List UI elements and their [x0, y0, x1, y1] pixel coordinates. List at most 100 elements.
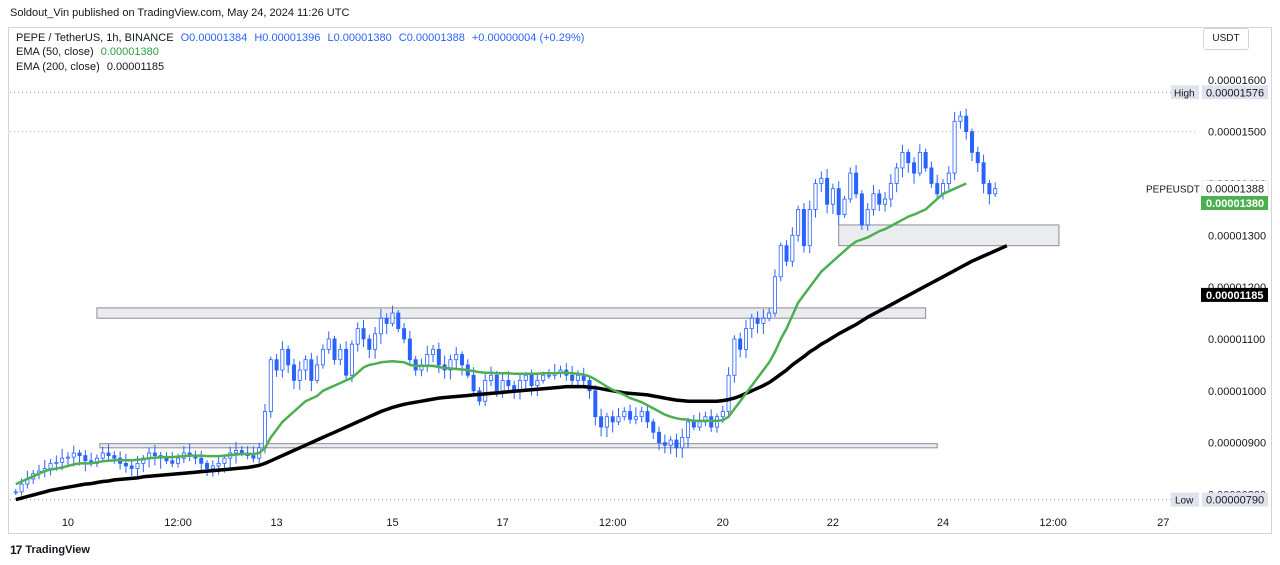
- candle-body: [964, 115, 969, 133]
- candle-body: [326, 338, 331, 350]
- candle-body: [315, 364, 320, 381]
- candle-body: [738, 338, 743, 350]
- candle-body: [946, 172, 951, 184]
- candle-body: [396, 312, 401, 330]
- candle-body: [906, 151, 911, 164]
- candle-body: [320, 348, 325, 366]
- candle-body: [859, 193, 864, 226]
- ema200-legend[interactable]: EMA (200, close) 0.00001185: [16, 60, 164, 74]
- x-tick-label: 17: [496, 517, 508, 529]
- low-price-badge: [1202, 492, 1268, 507]
- y-tick-label: 0.00001000: [1208, 386, 1266, 398]
- candle-body: [152, 452, 157, 456]
- candle-body: [361, 328, 366, 340]
- candle-body: [726, 374, 731, 412]
- candle-body: [639, 411, 644, 418]
- candle-body: [813, 183, 818, 210]
- low-value: L0.00001380: [327, 32, 392, 44]
- candle-body: [483, 380, 488, 402]
- candle-body: [454, 354, 459, 361]
- y-tick-label: 0.00001100: [1208, 334, 1265, 346]
- candle-body: [842, 198, 847, 215]
- candle-body: [338, 348, 343, 361]
- candle-body: [402, 328, 407, 340]
- change-value: +0.00000004 (+0.29%): [471, 32, 585, 44]
- symbol-label[interactable]: PEPE / TetherUS, 1h, BINANCE: [16, 32, 174, 44]
- ema200-price-tag: [1201, 287, 1268, 302]
- candle-body: [205, 462, 210, 469]
- candle-body: [651, 421, 656, 433]
- ema200-line: [15, 244, 1008, 502]
- ohlc-legend: PEPE / TetherUS, 1h, BINANCE O0.00001384…: [16, 31, 584, 45]
- ema50-price-tag: [1201, 196, 1268, 210]
- candle-body: [575, 374, 580, 381]
- candle-body: [19, 483, 24, 493]
- candle-body: [668, 439, 673, 446]
- candle-body: [431, 348, 436, 355]
- candle-body: [755, 317, 760, 324]
- candle-body: [234, 449, 239, 454]
- chart-pane[interactable]: [8, 27, 1272, 534]
- close-value: C0.00001388: [398, 32, 465, 44]
- candle-body: [54, 461, 59, 464]
- candle-body: [697, 421, 702, 428]
- candle-body: [801, 208, 806, 247]
- support-zone-lower: [99, 443, 938, 449]
- last-price-label: 0.00001388: [1206, 184, 1264, 196]
- candle-body: [987, 183, 992, 195]
- x-tick-label: 12:00: [1039, 517, 1067, 529]
- candle-body: [848, 172, 853, 200]
- candle-body: [251, 455, 256, 459]
- candle-body: [923, 151, 928, 169]
- x-tick-label: 12:00: [599, 517, 627, 529]
- candle-body: [100, 452, 105, 459]
- candle-body: [262, 411, 267, 449]
- candle-body: [384, 317, 389, 324]
- ema50-legend[interactable]: EMA (50, close) 0.00001380: [16, 45, 159, 59]
- x-axis: 10 12:00 13 15 17 12:00 20 22 24 12:00 27: [62, 517, 1170, 529]
- candle-body: [164, 457, 169, 462]
- x-tick-label: 12:00: [164, 517, 192, 529]
- x-tick-label: 20: [717, 517, 729, 529]
- low-badge: [1171, 492, 1199, 507]
- candle-body: [929, 167, 934, 184]
- ema200-value: 0.00001185: [106, 61, 165, 73]
- candle-body: [274, 359, 279, 371]
- published-caption: Soldout_Vin published on TradingView.com…: [10, 7, 350, 19]
- x-tick-label: 22: [827, 517, 839, 529]
- x-tick-label: 15: [386, 517, 398, 529]
- candle-body: [71, 452, 76, 458]
- candle-body: [743, 328, 748, 350]
- footer-brand[interactable]: 17 TradingView: [10, 543, 90, 557]
- candle-body: [691, 421, 696, 428]
- y-tick-label: 0.00001300: [1208, 230, 1266, 242]
- candle-body: [993, 188, 998, 195]
- candle-body: [170, 460, 175, 464]
- candle-body: [216, 462, 221, 467]
- ema50-value: 0.00001380: [100, 46, 159, 58]
- candle-body: [373, 333, 378, 350]
- candle-body: [807, 208, 812, 247]
- candle-body: [448, 359, 453, 371]
- tradingview-logo-icon: 17: [10, 543, 22, 557]
- candle-body: [686, 421, 691, 438]
- candle-body: [546, 374, 551, 377]
- candle-body: [286, 348, 291, 366]
- high-price-label: 0.00001576: [1206, 87, 1264, 99]
- candle-body: [425, 354, 430, 366]
- currency-button[interactable]: USDT: [1203, 28, 1249, 50]
- high-price-badge: [1202, 85, 1268, 100]
- symbol-badge-label: PEPEUSDT: [1146, 185, 1200, 196]
- candle-body: [830, 188, 835, 205]
- candle-body: [761, 317, 766, 324]
- candle-body: [865, 208, 870, 226]
- candle-body: [344, 348, 349, 376]
- candle-body: [888, 183, 893, 200]
- candle-body: [500, 380, 505, 392]
- candle-body: [123, 462, 128, 467]
- candle-body: [645, 411, 650, 423]
- candle-body: [680, 437, 685, 449]
- candle-body: [268, 359, 273, 412]
- candle-body: [796, 208, 801, 236]
